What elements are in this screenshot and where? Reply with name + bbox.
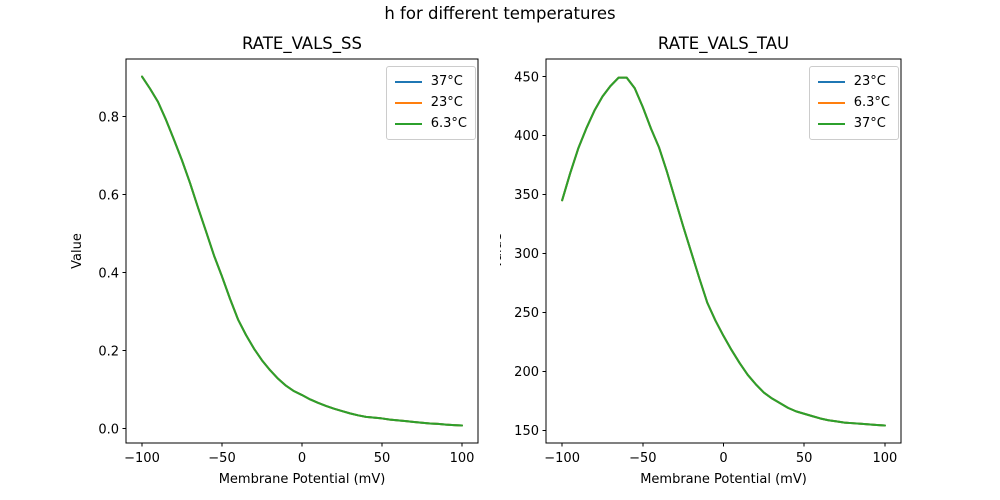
y-tick-label: 450 bbox=[514, 70, 539, 85]
y-tick-label: 0.2 bbox=[98, 344, 119, 359]
y-tick-label: 300 bbox=[514, 247, 539, 262]
y-tick-label: 350 bbox=[514, 188, 539, 203]
x-axis-label: Membrane Potential (mV) bbox=[219, 472, 386, 487]
legend-line-swatch bbox=[394, 101, 422, 104]
y-tick-label: 150 bbox=[514, 424, 539, 439]
legend-entry: 37°C bbox=[817, 113, 890, 134]
legend-label: 23°C bbox=[853, 74, 886, 89]
legend-entry: 23°C bbox=[817, 71, 890, 92]
legend-line-swatch bbox=[394, 80, 422, 83]
x-tick-label: −100 bbox=[544, 451, 580, 466]
x-tick-label: 50 bbox=[796, 451, 813, 466]
subplot-rate-vals-ss: RATE_VALS_SS −100 −50 0 50 100 0.0 0.2 0.4 0.6 0.… bbox=[0, 28, 500, 500]
x-axis-label: Membrane Potential (mV) bbox=[640, 472, 807, 487]
legend-entry: 6.3°C bbox=[394, 113, 467, 134]
legend-entry: 23°C bbox=[394, 92, 467, 113]
chart-title: RATE_VALS_TAU bbox=[657, 34, 790, 53]
legend-line-swatch bbox=[817, 122, 845, 125]
y-tick-label: 0.0 bbox=[98, 422, 119, 437]
subplot-rate-vals-tau: RATE_VALS_TAU −100 −50 0 50 100 150 200 250 300 3… bbox=[500, 28, 1000, 500]
y-tick-label: 250 bbox=[514, 306, 539, 321]
y-axis-label: Value bbox=[70, 233, 85, 269]
legend-entry: 37°C bbox=[394, 71, 467, 92]
chart-canvas: −100 −50 0 50 100 0.0 0.2 0.4 0.6 0.8 Membrane Pot… bbox=[70, 58, 479, 487]
chart-title: RATE_VALS_SS bbox=[242, 34, 362, 53]
x-tick-label: 50 bbox=[374, 451, 391, 466]
legend-label: 6.3°C bbox=[853, 95, 890, 110]
figure-title: h for different temperatures bbox=[384, 4, 616, 23]
chart-canvas: −100 −50 0 50 100 150 200 250 300 350 400 450 Membra… bbox=[500, 58, 902, 487]
series-line-6.3°C bbox=[141, 75, 463, 427]
legend-label: 23°C bbox=[430, 95, 463, 110]
x-tick-label: 100 bbox=[450, 451, 475, 466]
legend-line-swatch bbox=[394, 122, 422, 125]
legend-line-swatch bbox=[817, 101, 845, 104]
x-tick-label: −50 bbox=[629, 451, 656, 466]
y-tick-label: 400 bbox=[514, 129, 539, 144]
legend: 23°C 6.3°C 37°C bbox=[808, 66, 899, 140]
legend-line-swatch bbox=[817, 80, 845, 83]
legend-label: 37°C bbox=[853, 116, 886, 131]
x-tick-label: 0 bbox=[719, 451, 727, 466]
y-axis-label: Value bbox=[500, 233, 505, 269]
y-tick-label: 0.6 bbox=[98, 188, 119, 203]
y-tick-label: 200 bbox=[514, 365, 539, 380]
legend-label: 37°C bbox=[430, 74, 463, 89]
legend-label: 6.3°C bbox=[430, 116, 467, 131]
y-tick-label: 0.8 bbox=[98, 110, 119, 125]
y-tick-label: 0.4 bbox=[98, 266, 119, 281]
legend: 37°C 23°C 6.3°C bbox=[385, 66, 476, 140]
series-line-37°C bbox=[561, 76, 886, 427]
x-tick-label: 0 bbox=[298, 451, 306, 466]
x-tick-label: −100 bbox=[124, 451, 160, 466]
x-tick-label: 100 bbox=[872, 451, 897, 466]
x-tick-label: −50 bbox=[208, 451, 235, 466]
legend-entry: 6.3°C bbox=[817, 92, 890, 113]
